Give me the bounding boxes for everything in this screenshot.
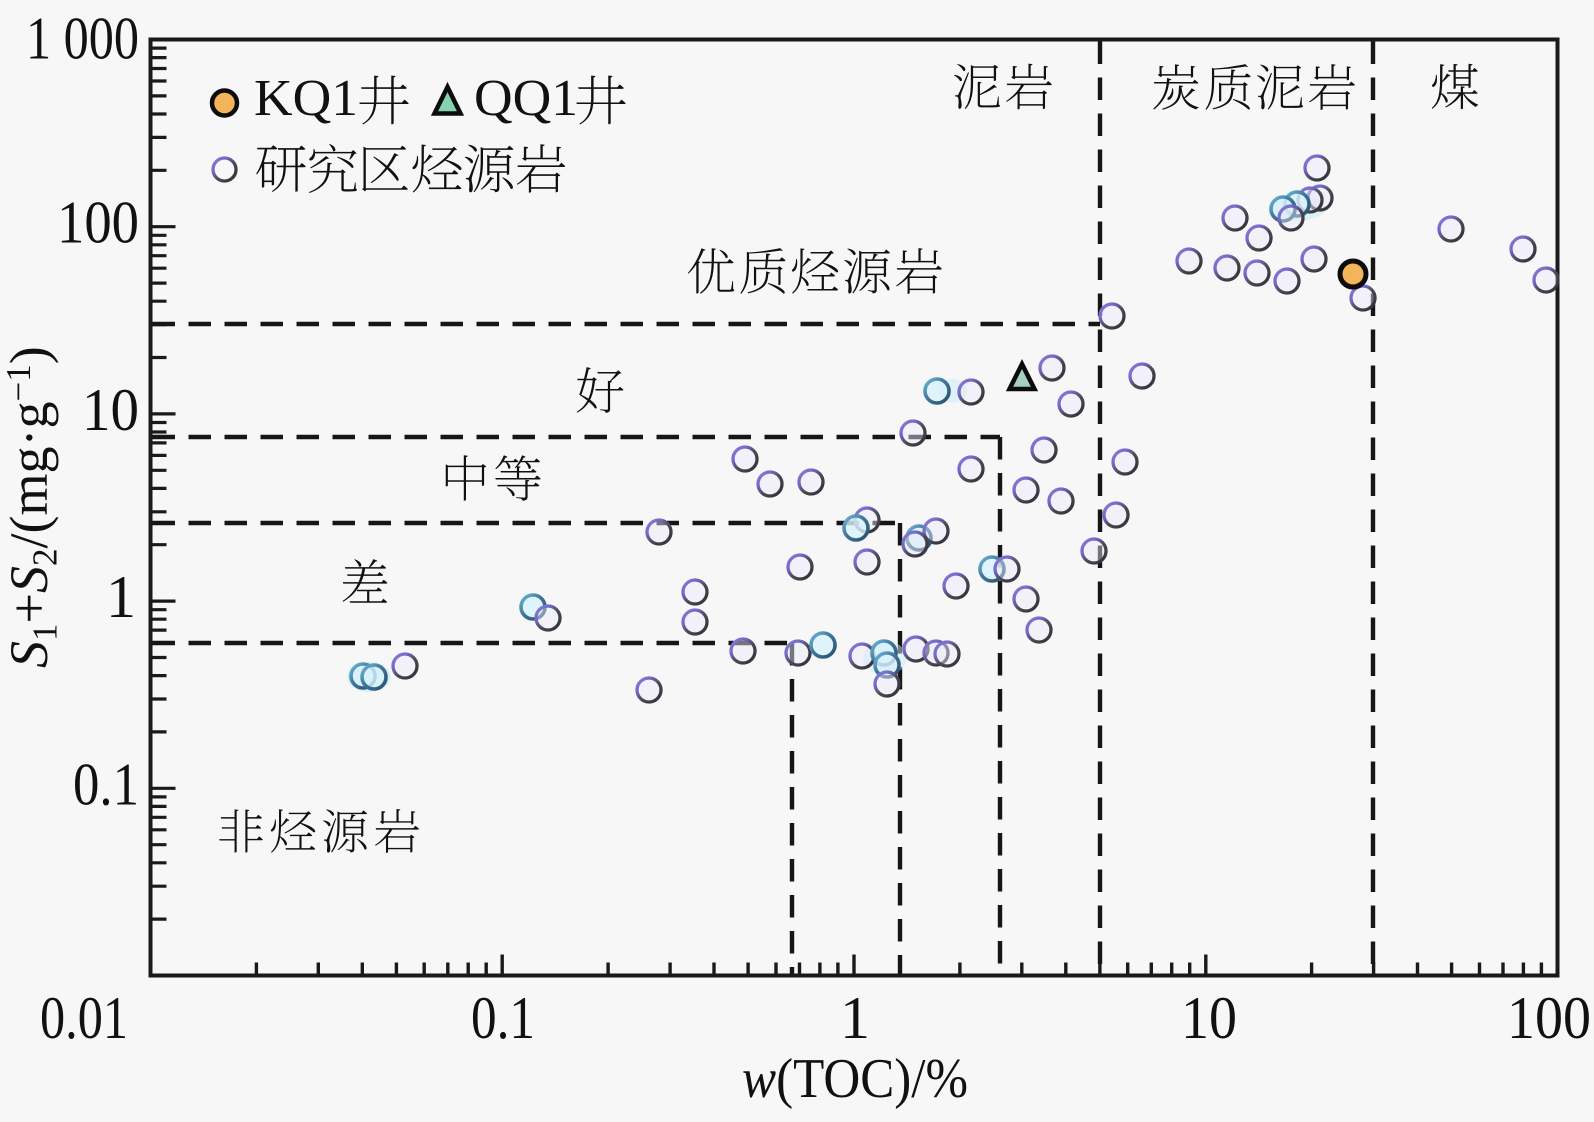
svg-text:1: 1 — [840, 985, 870, 1051]
svg-text:0.1: 0.1 — [73, 751, 139, 817]
svg-text:S1+S2/(mg·g−1): S1+S2/(mg·g−1) — [0, 346, 65, 668]
svg-text:100: 100 — [1507, 985, 1591, 1051]
svg-text:QQ1: QQ1 — [474, 70, 578, 127]
svg-text:1: 1 — [106, 564, 136, 630]
svg-text:KQ1: KQ1 — [254, 70, 358, 127]
svg-text:w(TOC)/%: w(TOC)/% — [742, 1048, 968, 1110]
svg-text:1 000: 1 000 — [26, 6, 139, 72]
svg-text:10: 10 — [1181, 985, 1237, 1051]
svg-text:0.01: 0.01 — [40, 985, 128, 1051]
svg-text:10: 10 — [82, 377, 139, 443]
svg-text:0.1: 0.1 — [471, 985, 535, 1051]
svg-text:100: 100 — [57, 190, 139, 256]
